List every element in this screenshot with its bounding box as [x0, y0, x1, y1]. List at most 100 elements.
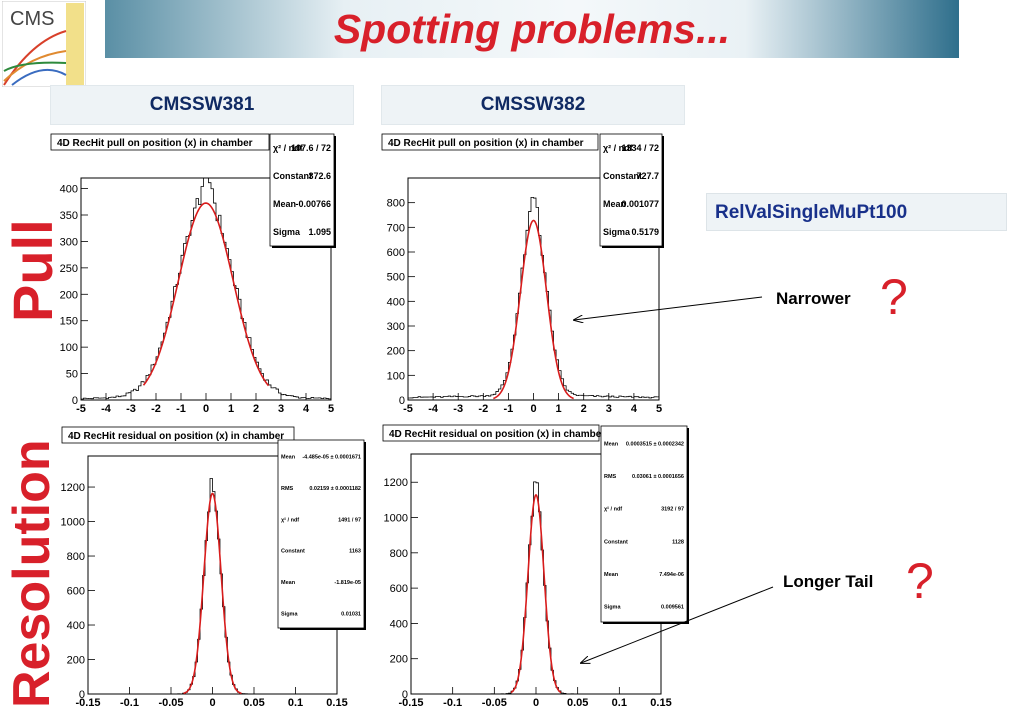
- plot-title: 4D RecHit residual on position (x) in ch…: [389, 429, 605, 440]
- pull-plot-382: 0 100 200 300 400 500 600 700 800 -5 -4 -3 -2 -1 0 1 2 3 4…: [381, 133, 664, 415]
- x-tick-label: 1: [556, 403, 562, 415]
- stats-label: Sigma: [273, 227, 301, 237]
- sample-label: RelValSingleMuPt100: [706, 193, 1007, 231]
- plot-title-box: [382, 424, 600, 442]
- stats-label: Constant: [604, 539, 628, 545]
- stats-value: 1491 / 97: [338, 517, 361, 523]
- gaussian-fit: [493, 219, 574, 400]
- plot-title-box: [50, 133, 270, 151]
- x-tick-label: -0.1: [120, 697, 139, 709]
- y-tick-label: 200: [390, 654, 408, 666]
- stats-label: Constant: [281, 549, 305, 555]
- x-tick-label: -0.15: [75, 697, 100, 709]
- y-tick-label: 1200: [384, 477, 408, 489]
- resolution-plot-382: 0 200 400 600 800 1000 1200 -0.15 -0.1 -0.05 0 0.05…: [382, 424, 689, 709]
- stats-label: Constant: [603, 171, 642, 181]
- x-tick-label: 4: [303, 403, 310, 415]
- cms-logo: CMS: [1, 0, 87, 88]
- title-bar: Spotting problems...: [105, 0, 959, 58]
- stats-label: RMS: [604, 474, 617, 480]
- y-tick-label: 500: [387, 272, 405, 284]
- question-mark-longer-tail: ?: [906, 553, 934, 609]
- x-tick-label: -2: [478, 403, 488, 415]
- x-tick-label: -5: [76, 403, 86, 415]
- x-tick-label: -4: [428, 403, 439, 415]
- y-tick-label: 800: [387, 198, 405, 210]
- y-tick-label: 1000: [61, 517, 85, 529]
- stats-label: χ² / ndf: [604, 506, 622, 513]
- stats-value: 7.494e-06: [659, 572, 684, 578]
- x-tick-label: -0.05: [482, 697, 507, 709]
- resolution-plot-381: 0 200 400 600 800 1000 1200 -0.15 -0.1 -0.05 0 0.05…: [61, 426, 366, 709]
- stats-value: 0.5179: [631, 227, 659, 237]
- stats-value: 0.02159 ± 0.0001182: [309, 486, 361, 492]
- plot-title: 4D RecHit residual on position (x) in ch…: [68, 431, 284, 442]
- column-header-381: CMSSW381: [50, 85, 354, 125]
- x-tick-label: 0.1: [612, 697, 627, 709]
- stats-box: [269, 133, 335, 247]
- stats-value: 107.6 / 72: [291, 143, 331, 153]
- stats-value: -0.00766: [295, 199, 331, 209]
- stats-label: χ² / ndf: [603, 143, 634, 153]
- x-tick-label: 0.15: [650, 697, 671, 709]
- stats-value: 0.001077: [621, 199, 659, 209]
- stats-value: 0.009561: [661, 605, 684, 611]
- x-tick-label: -1: [504, 403, 514, 415]
- column-header-382: CMSSW382: [381, 85, 685, 125]
- stats-label: Mean: [273, 199, 296, 209]
- y-tick-label: 50: [66, 369, 78, 381]
- x-tick-label: 0: [203, 403, 209, 415]
- stats-value: 0.0003515 ± 0.0002342: [626, 441, 684, 447]
- y-tick-label: 800: [67, 551, 85, 563]
- y-tick-label: 700: [387, 222, 405, 234]
- stats-label: χ² / ndf: [273, 143, 304, 153]
- y-tick-label: 400: [60, 184, 78, 196]
- y-tick-label: 400: [67, 620, 85, 632]
- plot-title: 4D RecHit pull on position (x) in chambe…: [388, 138, 584, 149]
- stats-label: Constant: [273, 171, 312, 181]
- x-tick-label: 1: [228, 403, 234, 415]
- cms-logo-icon: CMS: [1, 0, 87, 88]
- y-tick-label: 0: [72, 395, 78, 407]
- stats-value: 3192 / 97: [661, 507, 684, 513]
- x-tick-label: 3: [606, 403, 612, 415]
- stats-value: -1.819e-05: [334, 580, 361, 586]
- y-tick-label: 200: [67, 655, 85, 667]
- x-tick-label: 0: [209, 697, 215, 709]
- y-tick-label: 100: [387, 370, 405, 382]
- x-tick-label: 0.05: [243, 697, 264, 709]
- x-tick-label: 5: [656, 403, 662, 415]
- annotation-longer-tail: Longer Tail: [783, 572, 874, 591]
- stats-value: 0.01031: [341, 611, 361, 617]
- x-tick-label: -4: [101, 403, 112, 415]
- stats-value: 372.6: [308, 171, 331, 181]
- stats-value: -4.485e-05 ± 0.0001671: [302, 455, 361, 461]
- x-tick-label: 0.1: [288, 697, 303, 709]
- x-tick-label: -5: [403, 403, 413, 415]
- gaussian-fit: [510, 493, 562, 694]
- stats-label: Mean: [603, 199, 626, 209]
- gaussian-fit: [183, 492, 242, 695]
- y-tick-label: 1200: [61, 482, 85, 494]
- x-tick-label: 3: [278, 403, 284, 415]
- stats-label: Mean: [281, 580, 296, 586]
- x-tick-label: 0.05: [567, 697, 588, 709]
- slide-title: Spotting problems...: [333, 6, 731, 52]
- y-tick-label: 0: [402, 689, 408, 701]
- stats-value: 1128: [672, 539, 684, 545]
- x-tick-label: 4: [631, 403, 638, 415]
- x-tick-label: -0.1: [443, 697, 462, 709]
- question-mark-narrower: ?: [880, 269, 908, 325]
- y-tick-label: 600: [387, 247, 405, 259]
- stats-value: 1163: [349, 549, 361, 555]
- plot-title-box: [381, 133, 599, 151]
- plot-title: 4D RecHit pull on position (x) in chambe…: [57, 138, 253, 149]
- y-tick-label: 300: [387, 321, 405, 333]
- x-tick-label: -0.15: [398, 697, 423, 709]
- y-tick-label: 400: [390, 618, 408, 630]
- x-tick-label: 2: [581, 403, 587, 415]
- y-tick-label: 350: [60, 210, 78, 222]
- x-tick-label: -0.05: [158, 697, 183, 709]
- y-tick-label: 100: [60, 342, 78, 354]
